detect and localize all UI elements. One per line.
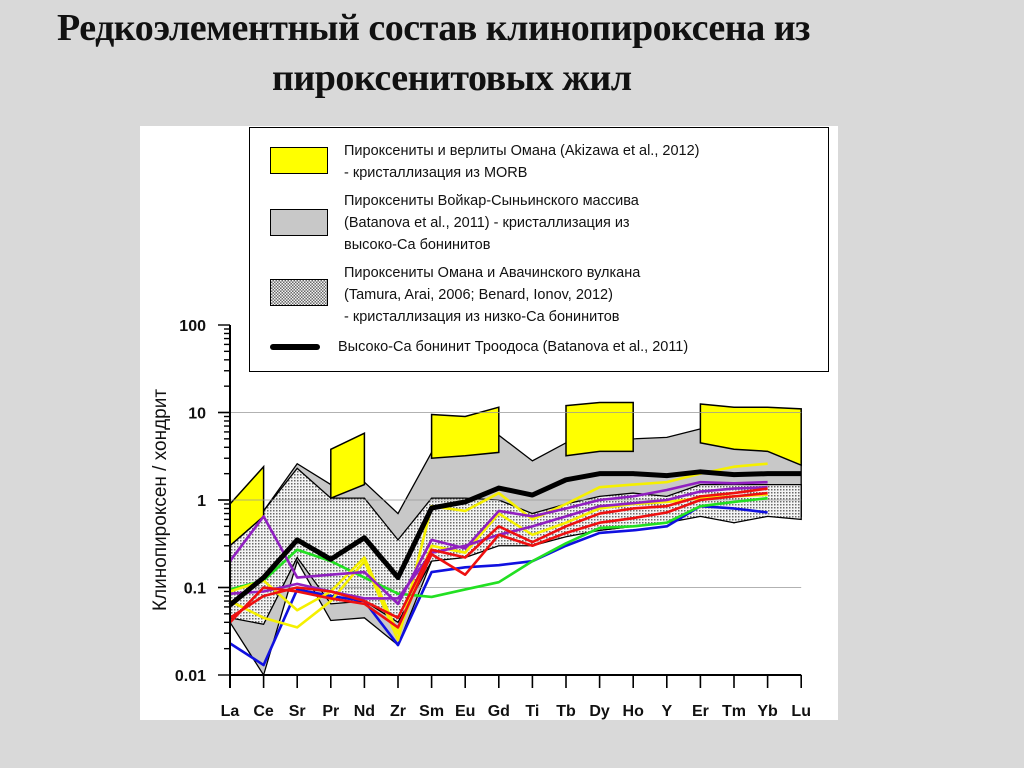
x-tick-label-Yb: Yb (757, 703, 778, 720)
y-tick-label: 100 (179, 318, 206, 335)
y-tick-label: 0.01 (175, 668, 206, 685)
x-tick-label-Dy: Dy (589, 703, 610, 720)
legend-text: Пироксениты Омана и Авачинского вулкана (344, 265, 641, 281)
x-tick-label-Tb: Tb (556, 703, 576, 720)
x-tick-label-Nd: Nd (354, 703, 375, 720)
x-tick-label-Lu: Lu (791, 703, 811, 720)
series-line-purple-1 (228, 480, 768, 606)
y-axis-label: Клинопироксен / хондрит (150, 389, 171, 611)
chart-legend: Пироксениты и верлиты Омана (Akizawa et … (249, 127, 829, 372)
legend-text: Высоко-Ca бонинит Троодоса (Batanova et … (338, 339, 689, 355)
slide-title-line-1: Редкоэлементный состав клинопироксена из (57, 7, 810, 49)
legend-text: высоко-Ca бонинитов (344, 237, 491, 253)
x-tick-label-Sm: Sm (419, 703, 444, 720)
series-line-Высоко-Ca-бонинит-Троодоса (228, 469, 802, 607)
legend-text: (Batanova et al., 2011) - кристаллизация… (344, 215, 630, 231)
y-tick-label: 1 (197, 493, 206, 510)
legend-text: Пироксениты Войкар-Сыньинского массива (344, 193, 639, 209)
x-tick-label-Sr: Sr (289, 703, 306, 720)
x-tick-label-La: La (221, 703, 240, 720)
x-tick-label-Eu: Eu (455, 703, 475, 720)
x-tick-label-Y: Y (661, 703, 672, 720)
legend-swatch-thick-black-line (270, 344, 320, 350)
legend-text: - кристаллизация из низко-Ca бонинитов (344, 309, 620, 325)
x-tick-label-Ce: Ce (253, 703, 274, 720)
legend-entry-oman-morb: Пироксениты и верлиты Омана (Akizawa et … (344, 140, 699, 184)
x-tick-label-Ho: Ho (623, 703, 645, 720)
x-tick-label-Zr: Zr (390, 703, 406, 720)
legend-swatch-hatched-field (270, 279, 328, 306)
legend-entry-voikar: Пироксениты Войкар-Сыньинского массива (… (344, 190, 639, 256)
series-line-blue (229, 504, 768, 667)
series-line-yellow-2 (229, 493, 768, 635)
legend-text: Пироксениты и верлиты Омана (Akizawa et … (344, 143, 700, 159)
y-tick-label: 10 (188, 406, 206, 423)
yellow-field-oman-morb (430, 406, 500, 460)
series-line-green (229, 496, 768, 599)
series-line-red-1 (229, 491, 768, 629)
yellow-field-oman-morb (565, 401, 634, 457)
legend-entry-oman-avacha: Пироксениты Омана и Авачинского вулкана … (344, 262, 640, 328)
legend-text: (Tamura, Arai, 2006; Benard, Ionov, 2012… (344, 287, 613, 303)
slide-title-line-2: пироксенитовых жил (272, 57, 632, 99)
x-tick-label-Gd: Gd (488, 703, 510, 720)
x-tick-label-Er: Er (692, 703, 709, 720)
yellow-field-oman-morb (699, 403, 802, 467)
x-tick-label-Pr: Pr (322, 703, 339, 720)
x-tick-label-Ti: Ti (525, 703, 539, 720)
series-line-red-2 (229, 487, 768, 620)
legend-swatch-gray-field (270, 209, 328, 236)
legend-swatch-yellow-field (270, 147, 328, 174)
legend-text: - кристаллизация из MORB (344, 165, 528, 181)
legend-entry-troodos: Высоко-Ca бонинит Троодоса (Batanova et … (338, 336, 688, 358)
x-tick-label-Tm: Tm (722, 703, 746, 720)
y-tick-label: 0.1 (184, 581, 206, 598)
series-line-yellow-1 (229, 462, 768, 642)
yellow-field-oman-morb (330, 432, 366, 500)
